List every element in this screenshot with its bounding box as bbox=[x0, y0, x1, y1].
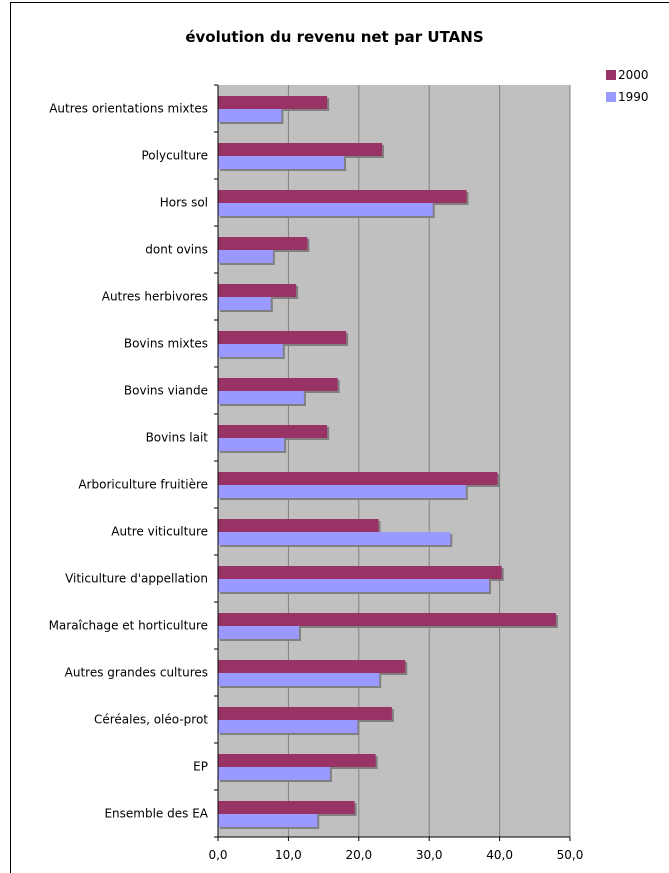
bar-1990 bbox=[218, 720, 358, 733]
category-label: Hors sol bbox=[160, 196, 208, 210]
bar-2000 bbox=[218, 284, 297, 297]
legend-swatch-1990 bbox=[606, 92, 616, 102]
chart-title: évolution du revenu net par UTANS bbox=[185, 28, 484, 46]
x-tick-label: 10,0 bbox=[275, 848, 302, 862]
legend-item-2000: 2000 bbox=[606, 64, 649, 86]
bar-1990 bbox=[218, 814, 318, 827]
legend-swatch-2000 bbox=[606, 70, 616, 80]
bar-2000 bbox=[218, 754, 376, 767]
category-label: Arboriculture fruitière bbox=[78, 478, 208, 492]
bar-2000 bbox=[218, 660, 406, 673]
legend-label-1990: 1990 bbox=[618, 90, 649, 104]
bar-1990 bbox=[218, 297, 271, 310]
x-tick-label: 40,0 bbox=[486, 848, 513, 862]
x-tick-label: 30,0 bbox=[416, 848, 443, 862]
category-label: Autre viticulture bbox=[111, 525, 208, 539]
category-label: Céréales, oléo-prot bbox=[94, 713, 208, 727]
bar-2000 bbox=[218, 801, 355, 814]
bar-1990 bbox=[218, 156, 345, 169]
category-label: Bovins lait bbox=[146, 431, 209, 445]
bar-1990 bbox=[218, 438, 285, 451]
category-label: Maraîchage et horticulture bbox=[49, 619, 208, 633]
bar-2000 bbox=[218, 378, 338, 391]
chart-frame bbox=[10, 2, 669, 873]
category-label: Autres grandes cultures bbox=[65, 666, 208, 680]
bar-1990 bbox=[218, 391, 304, 404]
category-label: dont ovins bbox=[145, 243, 208, 257]
category-label: Bovins viande bbox=[124, 384, 208, 398]
category-label: EP bbox=[193, 760, 208, 774]
category-label: Ensemble des EA bbox=[104, 807, 208, 821]
category-label: Autres herbivores bbox=[102, 290, 208, 304]
bar-1990 bbox=[218, 203, 433, 216]
x-tick-label: 20,0 bbox=[345, 848, 372, 862]
bar-2000 bbox=[218, 143, 383, 156]
x-tick-label: 50,0 bbox=[557, 848, 584, 862]
category-label: Bovins mixtes bbox=[124, 337, 208, 351]
bar-1990 bbox=[218, 673, 380, 686]
bar-2000 bbox=[218, 190, 467, 203]
bar-2000 bbox=[218, 707, 392, 720]
bar-1990 bbox=[218, 767, 330, 780]
bar-1990 bbox=[218, 626, 299, 639]
category-label: Autres orientations mixtes bbox=[49, 102, 208, 116]
bar-1990 bbox=[218, 532, 451, 545]
bar-2000 bbox=[218, 566, 502, 579]
legend-label-2000: 2000 bbox=[618, 68, 649, 82]
legend-item-1990: 1990 bbox=[606, 86, 649, 108]
bar-1990 bbox=[218, 579, 490, 592]
category-label: Viticulture d'appellation bbox=[65, 572, 208, 586]
legend: 2000 1990 bbox=[606, 64, 649, 108]
bar-1990 bbox=[218, 344, 283, 357]
bar-2000 bbox=[218, 96, 328, 109]
bar-2000 bbox=[218, 425, 328, 438]
bar-1990 bbox=[218, 250, 273, 263]
bar-2000 bbox=[218, 237, 308, 250]
bar-2000 bbox=[218, 472, 498, 485]
bar-2000 bbox=[218, 613, 556, 626]
x-tick-label: 0,0 bbox=[208, 848, 227, 862]
category-label: Polyculture bbox=[142, 149, 209, 163]
bar-2000 bbox=[218, 331, 347, 344]
bar-1990 bbox=[218, 485, 466, 498]
bar-2000 bbox=[218, 519, 379, 532]
bar-1990 bbox=[218, 109, 282, 122]
